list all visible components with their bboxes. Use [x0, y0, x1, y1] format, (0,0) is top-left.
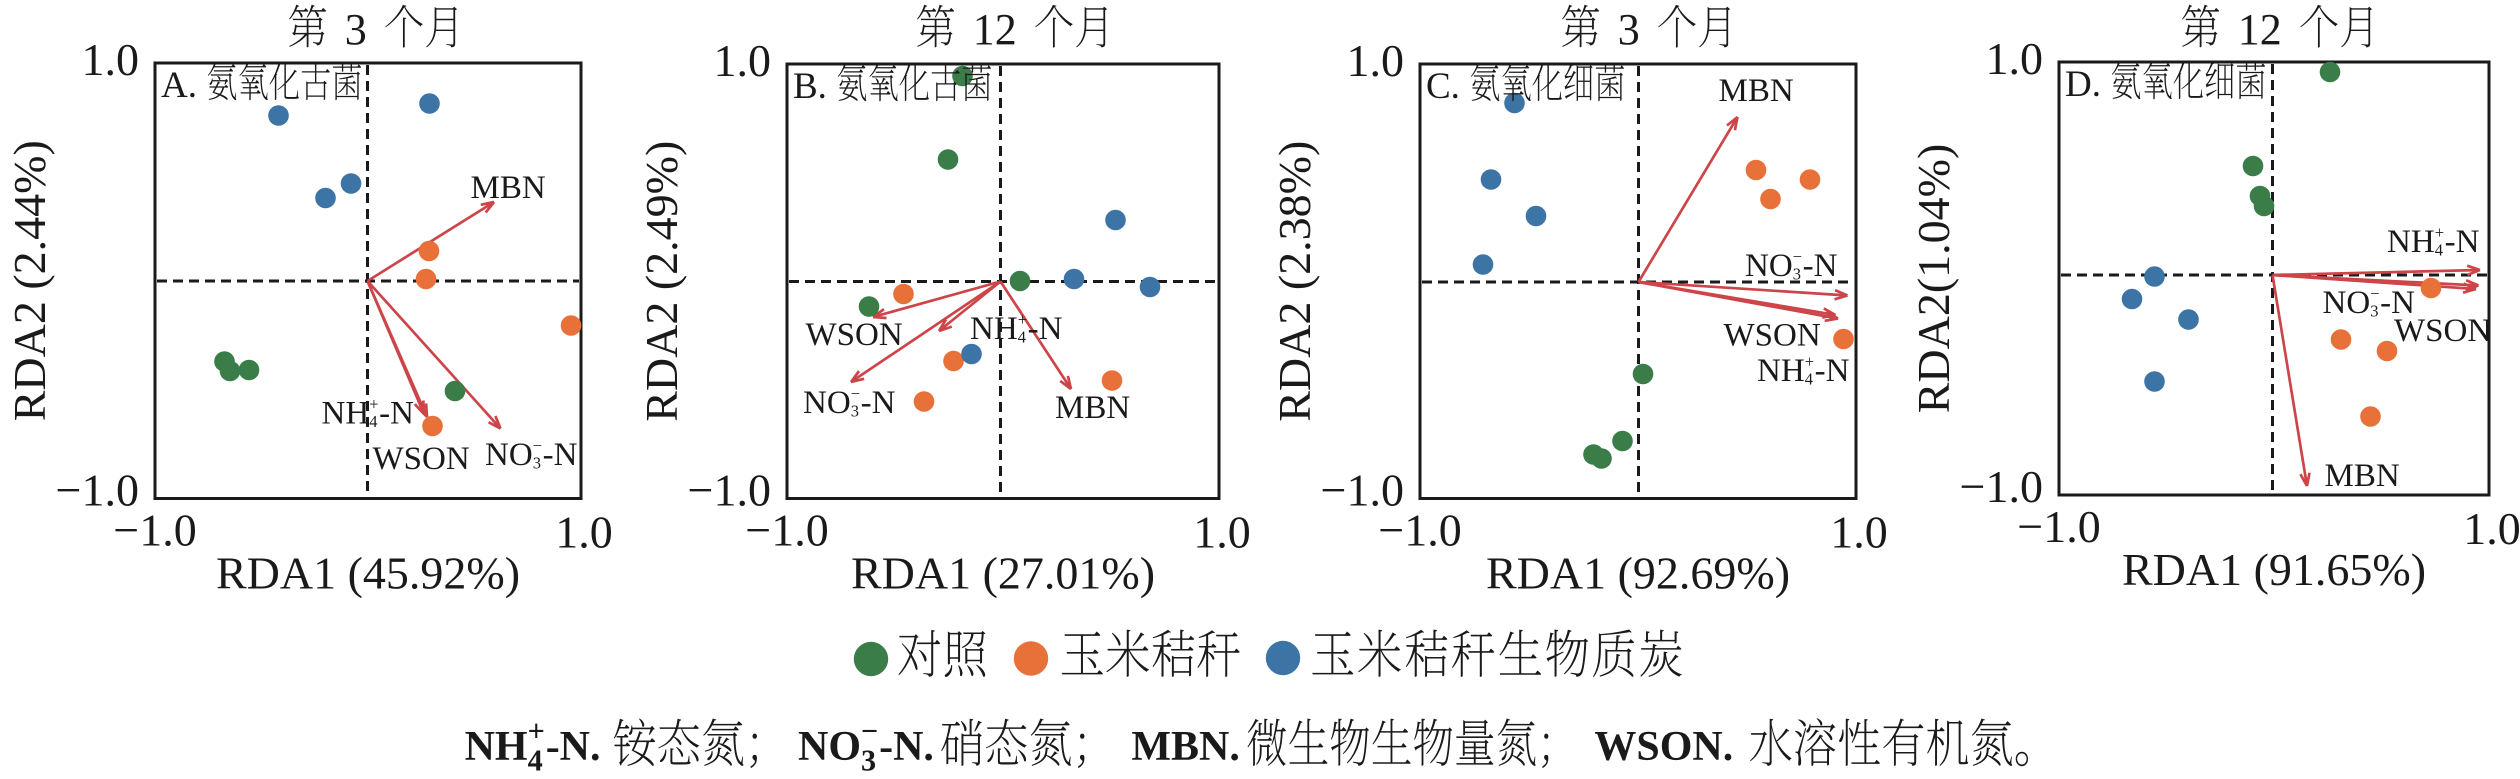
- svg-text:−: −: [1793, 247, 1802, 266]
- svg-text:−1.0: −1.0: [688, 465, 771, 516]
- svg-text:MBN.: MBN.: [1131, 724, 1240, 770]
- svg-text:+: +: [528, 714, 545, 748]
- svg-text:4: 4: [528, 744, 543, 778]
- svg-text:−1.0: −1.0: [1321, 465, 1404, 516]
- svg-text:MBN: MBN: [471, 170, 546, 206]
- svg-text:RDA1 (92.69%): RDA1 (92.69%): [1486, 548, 1790, 599]
- svg-text:RDA1 (27.01%): RDA1 (27.01%): [851, 548, 1155, 599]
- svg-text:-N: -N: [1815, 353, 1850, 389]
- svg-text:−: −: [861, 714, 878, 748]
- svg-text:−1.0: −1.0: [1378, 505, 1461, 556]
- svg-text:C.: C.: [1426, 66, 1460, 107]
- svg-text:-N: -N: [546, 724, 590, 770]
- svg-text:NH: NH: [2387, 224, 2435, 260]
- svg-text:NO: NO: [1745, 248, 1793, 284]
- svg-text:−1.0: −1.0: [2017, 501, 2100, 552]
- svg-text:3: 3: [1793, 264, 1801, 283]
- svg-text:−1.0: −1.0: [745, 505, 828, 556]
- svg-text:-N: -N: [861, 385, 896, 421]
- svg-text:4: 4: [1018, 327, 1026, 346]
- svg-text:WSON: WSON: [373, 441, 470, 477]
- svg-text:−1.0: −1.0: [113, 505, 196, 556]
- svg-text:-N: -N: [379, 396, 414, 432]
- svg-text:.: .: [590, 724, 601, 770]
- svg-text:−: −: [2370, 284, 2379, 303]
- svg-text:12: 12: [2238, 5, 2282, 54]
- svg-text:.: .: [923, 724, 934, 770]
- svg-text:B.: B.: [793, 66, 827, 107]
- svg-text:NO: NO: [2323, 285, 2371, 321]
- svg-text:WSON: WSON: [1724, 318, 1821, 354]
- svg-text:1.0: 1.0: [2463, 503, 2520, 554]
- svg-text:-N: -N: [1028, 311, 1063, 347]
- svg-text:NH: NH: [322, 396, 370, 432]
- svg-text:4: 4: [2435, 240, 2443, 259]
- svg-text:−: −: [851, 384, 860, 403]
- svg-text:+: +: [369, 395, 378, 414]
- svg-text:NH: NH: [465, 724, 528, 770]
- svg-text:3: 3: [861, 744, 876, 778]
- svg-text:WSON: WSON: [2394, 313, 2491, 349]
- svg-text:1.0: 1.0: [82, 34, 140, 85]
- svg-text:RDA2 (2.44%): RDA2 (2.44%): [4, 140, 55, 421]
- svg-text:−1.0: −1.0: [1960, 461, 2043, 512]
- svg-text:RDA1 (45.92%): RDA1 (45.92%): [216, 548, 520, 599]
- svg-text:3: 3: [345, 5, 367, 54]
- svg-text:NO: NO: [485, 437, 533, 473]
- svg-text:4: 4: [369, 412, 377, 431]
- svg-text:RDA1 (91.65%): RDA1 (91.65%): [2122, 544, 2426, 595]
- svg-text:RDA2 (2.38%): RDA2 (2.38%): [1269, 141, 1320, 422]
- svg-text:-N: -N: [1803, 248, 1838, 284]
- svg-text:+: +: [1805, 352, 1814, 371]
- svg-text:1.0: 1.0: [714, 35, 772, 86]
- svg-text:3: 3: [2370, 301, 2378, 320]
- svg-text:12: 12: [973, 5, 1017, 54]
- svg-text:−: −: [533, 436, 542, 455]
- svg-text:4: 4: [1805, 369, 1813, 388]
- svg-text:MBN: MBN: [1055, 390, 1130, 426]
- svg-text:1.0: 1.0: [555, 507, 613, 558]
- svg-text:NH: NH: [1757, 353, 1805, 389]
- svg-text:1.0: 1.0: [1830, 507, 1888, 558]
- svg-text:A.: A.: [161, 65, 197, 106]
- svg-text:3: 3: [851, 401, 859, 420]
- svg-text:1.0: 1.0: [1986, 33, 2044, 84]
- svg-text:NO: NO: [798, 724, 861, 770]
- svg-text:NH: NH: [970, 311, 1018, 347]
- svg-text:1.0: 1.0: [1347, 35, 1405, 86]
- svg-text:3: 3: [533, 453, 541, 472]
- svg-text:+: +: [1018, 310, 1027, 329]
- svg-text:RDA2(1.04%): RDA2(1.04%): [1908, 144, 1959, 414]
- svg-text:MBN: MBN: [1719, 73, 1794, 109]
- svg-text:-N: -N: [879, 724, 923, 770]
- svg-text:WSON: WSON: [806, 317, 903, 353]
- svg-text:WSON.: WSON.: [1594, 724, 1733, 770]
- svg-text:D.: D.: [2065, 64, 2101, 105]
- svg-text:-N: -N: [2445, 224, 2480, 260]
- svg-text:NO: NO: [803, 385, 851, 421]
- svg-text:MBN: MBN: [2325, 458, 2400, 494]
- svg-text:+: +: [2435, 223, 2444, 242]
- svg-text:RDA2 (2.49%): RDA2 (2.49%): [636, 141, 687, 422]
- svg-text:-N: -N: [543, 437, 578, 473]
- svg-text:−1.0: −1.0: [56, 465, 139, 516]
- svg-text:-N: -N: [2380, 285, 2415, 321]
- svg-text:1.0: 1.0: [1193, 507, 1251, 558]
- svg-text:3: 3: [1618, 5, 1640, 54]
